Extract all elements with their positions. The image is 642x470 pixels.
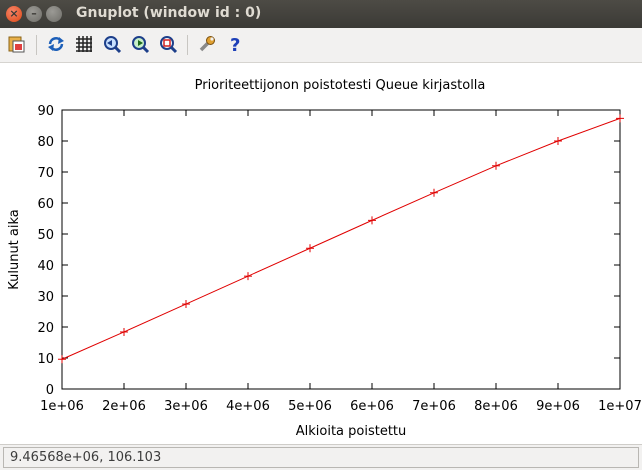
data-point: [554, 137, 562, 145]
y-tick-label: 80: [37, 135, 54, 150]
data-point: [492, 161, 500, 170]
close-window-button[interactable]: ×: [6, 6, 22, 22]
copy-to-clipboard-icon: [8, 36, 25, 53]
toolbar-separator: [187, 35, 188, 55]
plot-canvas[interactable]: Prioriteettijonon poistotesti Queue kirj…: [0, 63, 642, 444]
toolbar: ?: [0, 28, 642, 63]
y-tick-label: 20: [37, 321, 54, 336]
window-titlebar: × – Gnuplot (window id : 0): [0, 0, 642, 28]
data-point: [120, 327, 128, 336]
x-tick-label: 9e+06: [536, 399, 580, 414]
grid-button[interactable]: [73, 33, 95, 55]
replot-button[interactable]: [45, 33, 67, 55]
zoom-previous-button[interactable]: [101, 33, 123, 55]
autoscale-button[interactable]: [157, 33, 179, 55]
svg-text:?: ?: [230, 35, 240, 54]
x-tick-label: 3e+06: [164, 399, 208, 414]
chart-title: Prioriteettijonon poistotesti Queue kirj…: [195, 78, 486, 93]
y-tick-label: 60: [37, 197, 54, 212]
preferences-icon: [199, 36, 215, 52]
y-axis-label: Kulunut aika: [7, 209, 22, 290]
x-tick-label: 8e+06: [474, 399, 518, 414]
maximize-window-button[interactable]: [46, 6, 62, 22]
data-point: [244, 272, 252, 281]
y-tick-label: 10: [37, 352, 54, 367]
x-axis-label: Alkioita poistettu: [296, 424, 407, 439]
series-line: [61, 117, 621, 360]
x-tick-label: 5e+06: [288, 399, 332, 414]
x-tick-label: 2e+06: [102, 399, 146, 414]
y-tick-label: 40: [37, 259, 54, 274]
preferences-button[interactable]: [196, 33, 218, 55]
data-point: [430, 188, 438, 197]
y-tick-label: 0: [46, 383, 54, 398]
x-tick-label: 1e+06: [40, 399, 84, 414]
grid-icon: [76, 36, 92, 52]
x-tick-label: 4e+06: [226, 399, 270, 414]
data-point: [616, 114, 624, 123]
line-chart: Prioriteettijonon poistotesti Queue kirj…: [7, 78, 642, 439]
data-point: [306, 244, 314, 253]
y-tick-label: 50: [37, 228, 54, 243]
replot-icon: [48, 37, 64, 51]
y-tick-label: 30: [37, 290, 54, 305]
toolbar-separator: [36, 35, 37, 55]
data-point: [368, 216, 376, 225]
x-tick-label: 7e+06: [412, 399, 456, 414]
plot-frame: [61, 109, 621, 390]
status-frame: 9.46568e+06, 106.103: [3, 447, 639, 468]
x-tick-label: 1e+07: [598, 399, 642, 414]
zoom-previous-icon: [104, 36, 122, 54]
copy-to-clipboard-button[interactable]: [6, 33, 28, 55]
cursor-coordinates: 9.46568e+06, 106.103: [10, 450, 162, 465]
status-bar: 9.46568e+06, 106.103: [0, 444, 642, 470]
help-button[interactable]: ?: [224, 33, 246, 55]
zoom-next-button[interactable]: [129, 33, 151, 55]
zoom-next-icon: [132, 36, 150, 54]
data-point: [182, 300, 190, 309]
y-tick-label: 90: [37, 104, 54, 119]
autoscale-icon: [160, 36, 178, 54]
minimize-window-button[interactable]: –: [26, 6, 42, 22]
y-tick-label: 70: [37, 166, 54, 181]
window-title: Gnuplot (window id : 0): [76, 5, 262, 21]
x-tick-label: 6e+06: [350, 399, 394, 414]
help-icon: ?: [230, 35, 240, 54]
data-point: [58, 355, 66, 364]
